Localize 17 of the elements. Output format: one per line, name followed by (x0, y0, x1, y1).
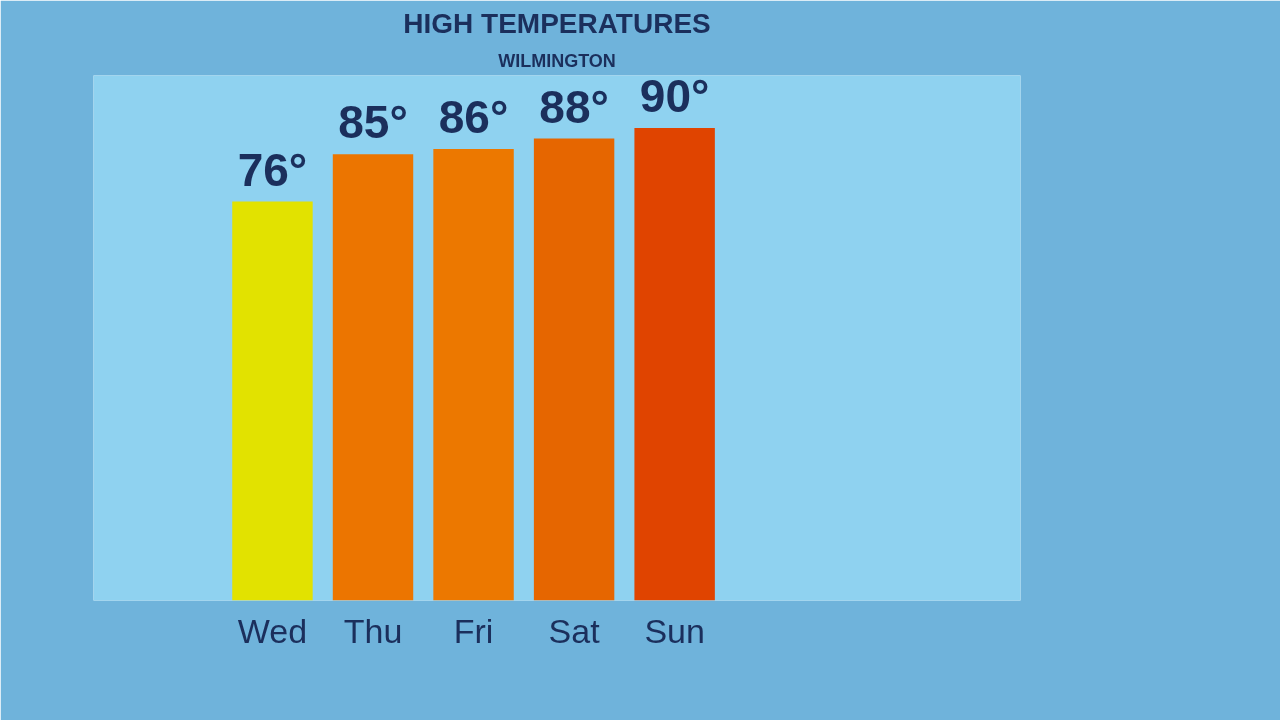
data-label: 90° (639, 70, 710, 122)
bar (533, 138, 615, 601)
x-tick-label: Sun (644, 611, 705, 650)
bar (332, 154, 414, 601)
bar (433, 149, 514, 601)
bar (634, 128, 715, 601)
data-label: 85° (338, 96, 408, 149)
x-tick-label: Thu (343, 611, 403, 650)
data-label: 76° (237, 143, 308, 196)
x-tick-label: Sat (548, 611, 601, 650)
x-tick-label: Fri (453, 611, 494, 650)
x-tick-label: Wed (237, 611, 308, 650)
data-label: 86° (438, 91, 509, 143)
chart-title: HIGH TEMPERATURES (403, 7, 711, 39)
data-label: 88° (539, 80, 609, 133)
bar (232, 201, 313, 601)
chart-subtitle: WILMINGTON (498, 50, 616, 71)
